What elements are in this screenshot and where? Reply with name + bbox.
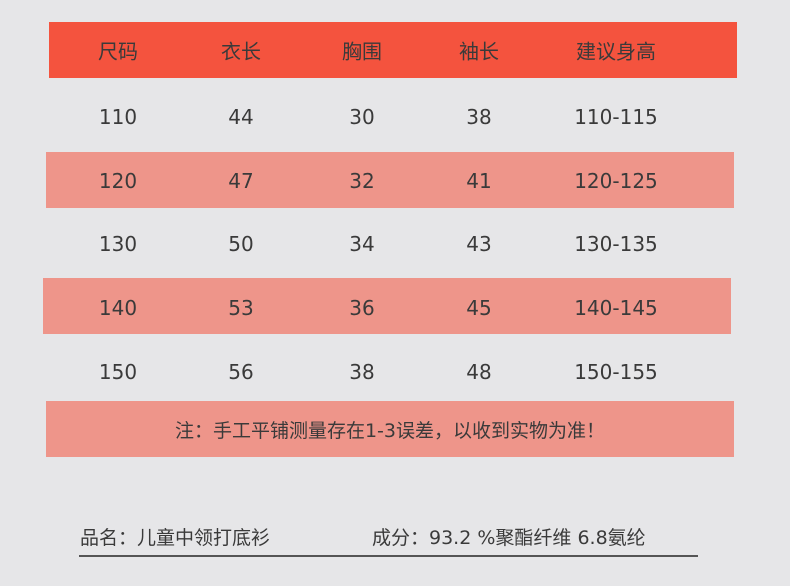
table-cell: 45 — [466, 296, 492, 320]
table-cell: 150-155 — [574, 360, 658, 384]
table-cell: 43 — [466, 232, 492, 256]
table-cell: 120-125 — [574, 169, 658, 193]
column-header: 胸围 — [342, 39, 382, 64]
table-cell: 130 — [98, 232, 138, 256]
table-cell: 110-115 — [574, 105, 658, 129]
table-cell: 150 — [98, 360, 138, 384]
table-cell: 30 — [349, 105, 375, 129]
table-cell: 53 — [228, 296, 254, 320]
composition: 成分：93.2 %聚酯纤维 6.8氨纶 — [372, 527, 646, 549]
table-cell: 47 — [228, 169, 254, 193]
column-header: 尺码 — [98, 39, 138, 64]
table-cell: 38 — [349, 360, 375, 384]
table-cell: 36 — [349, 296, 375, 320]
table-cell: 34 — [349, 232, 375, 256]
product-name: 品名：儿童中领打底衫 — [80, 527, 271, 549]
table-cell: 48 — [466, 360, 492, 384]
table-cell: 50 — [228, 232, 254, 256]
column-header: 建议身高 — [576, 39, 656, 64]
column-header: 衣长 — [221, 39, 261, 64]
table-cell: 140 — [98, 296, 138, 320]
table-cell: 56 — [228, 360, 254, 384]
row-stripe — [46, 152, 734, 208]
measurement-note: 注：手工平铺测量存在1-3误差，以收到实物为准！ — [46, 401, 734, 457]
table-cell: 32 — [349, 169, 375, 193]
column-header: 袖长 — [459, 39, 499, 64]
table-cell: 110 — [98, 105, 138, 129]
row-stripe — [43, 278, 731, 334]
table-cell: 38 — [466, 105, 492, 129]
table-cell: 44 — [228, 105, 254, 129]
note-text: 注：手工平铺测量存在1-3误差，以收到实物为准！ — [174, 419, 606, 442]
table-cell: 130-135 — [574, 232, 658, 256]
table-header — [49, 22, 737, 78]
footer-divider — [79, 555, 698, 557]
table-cell: 120 — [98, 169, 138, 193]
table-cell: 140-145 — [574, 296, 658, 320]
table-cell: 41 — [466, 169, 492, 193]
